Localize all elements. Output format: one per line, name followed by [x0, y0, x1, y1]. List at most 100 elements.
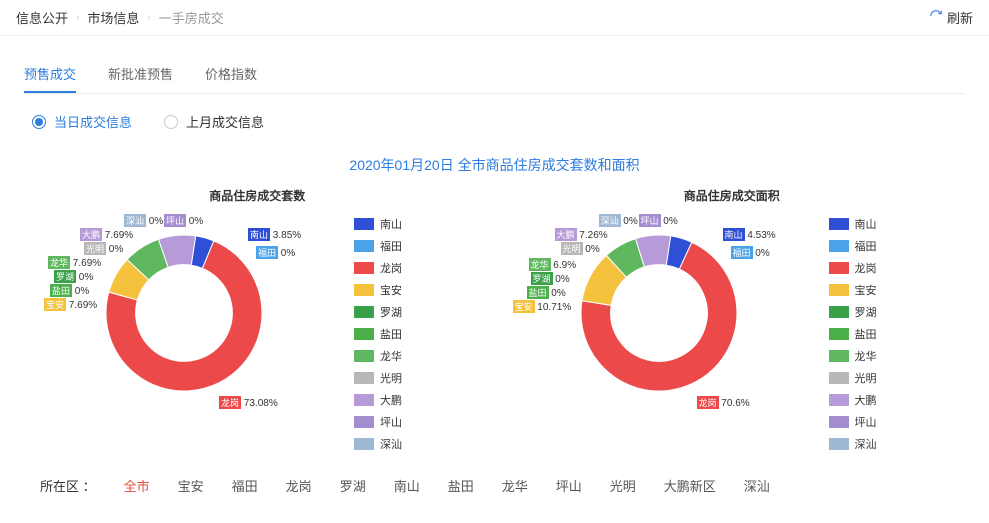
legend-item[interactable]: 福田 — [354, 238, 402, 254]
legend-swatch — [354, 306, 374, 318]
district-option[interactable]: 大鹏新区 — [664, 476, 716, 495]
legend-label: 大鹏 — [855, 392, 877, 408]
legend-item[interactable]: 南山 — [829, 216, 877, 232]
district-option[interactable]: 全市 — [124, 476, 150, 495]
legend-swatch — [354, 284, 374, 296]
breadcrumb-item-1[interactable]: 市场信息 — [87, 8, 139, 27]
slice-label: 罗湖 0% — [54, 270, 93, 283]
legend-item[interactable]: 福田 — [829, 238, 877, 254]
slice-label: 龙华 6.9% — [529, 258, 577, 271]
legend-swatch — [829, 438, 849, 450]
legend-swatch — [829, 284, 849, 296]
legend-label: 龙岗 — [855, 260, 877, 276]
legend-swatch — [829, 350, 849, 362]
legend-label: 宝安 — [380, 282, 402, 298]
district-option[interactable]: 罗湖 — [340, 476, 366, 495]
radio-group: 当日成交信息 上月成交信息 — [24, 94, 965, 149]
legend-label: 宝安 — [855, 282, 877, 298]
tab-presale[interactable]: 预售成交 — [24, 56, 76, 93]
legend-swatch — [354, 394, 374, 406]
legend-item[interactable]: 坪山 — [829, 414, 877, 430]
slice-label: 福田 0% — [256, 246, 295, 259]
legend-item[interactable]: 龙岗 — [354, 260, 402, 276]
legend-label: 罗湖 — [380, 304, 402, 320]
radio-dot-icon — [164, 115, 178, 129]
legend-swatch — [829, 218, 849, 230]
slice-label: 龙岗 73.08% — [219, 396, 278, 409]
legend-count: 南山福田龙岗宝安罗湖盐田龙华光明大鹏坪山深汕 — [354, 208, 402, 452]
legend-label: 光明 — [855, 370, 877, 386]
legend-swatch — [829, 328, 849, 340]
legend-item[interactable]: 盐田 — [829, 326, 877, 342]
district-option[interactable]: 龙岗 — [286, 476, 312, 495]
district-option[interactable]: 坪山 — [556, 476, 582, 495]
slice-label: 南山 3.85% — [248, 228, 301, 241]
legend-item[interactable]: 坪山 — [354, 414, 402, 430]
district-option[interactable]: 盐田 — [448, 476, 474, 495]
breadcrumb-item-0[interactable]: 信息公开 — [16, 8, 68, 27]
legend-item[interactable]: 龙华 — [354, 348, 402, 364]
tab-approved[interactable]: 新批准预售 — [108, 56, 173, 93]
legend-item[interactable]: 宝安 — [354, 282, 402, 298]
chart-subtitle-area: 商品住房成交面积 — [499, 187, 966, 204]
chart-panel-area: 商品住房成交面积 南山 4.53%福田 0%龙岗 70.6%宝安 10.71%盐… — [499, 187, 966, 452]
slice-label: 深汕 0% — [599, 214, 638, 227]
chart-main-title: 2020年01月20日 全市商品住房成交套数和面积 — [24, 155, 965, 175]
radio-lastmonth-label: 上月成交信息 — [186, 112, 264, 131]
slice-label: 福田 0% — [731, 246, 770, 259]
legend-swatch — [829, 394, 849, 406]
legend-swatch — [829, 240, 849, 252]
legend-area: 南山福田龙岗宝安罗湖盐田龙华光明大鹏坪山深汕 — [829, 208, 877, 452]
legend-item[interactable]: 罗湖 — [829, 304, 877, 320]
legend-item[interactable]: 盐田 — [354, 326, 402, 342]
district-option[interactable]: 龙华 — [502, 476, 528, 495]
radio-today-label: 当日成交信息 — [54, 112, 132, 131]
radio-today[interactable]: 当日成交信息 — [32, 112, 132, 131]
donut-chart-count: 南山 3.85% 福田 0% 龙岗 73.08% 宝安 7.69%盐田 0%罗湖 0%… — [24, 208, 354, 418]
slice-label: 盐田 0% — [50, 284, 89, 297]
legend-label: 龙岗 — [380, 260, 402, 276]
district-option[interactable]: 宝安 — [178, 476, 204, 495]
district-filter-label: 所在区 ： — [40, 476, 96, 495]
slice-label: 龙华 7.69% — [48, 256, 101, 269]
slice-label: 宝安 7.69% — [44, 298, 97, 311]
tab-price-index[interactable]: 价格指数 — [205, 56, 257, 93]
legend-label: 盐田 — [380, 326, 402, 342]
legend-label: 福田 — [380, 238, 402, 254]
slice-label: 龙岗 70.6% — [697, 396, 750, 409]
legend-item[interactable]: 大鹏 — [354, 392, 402, 408]
chart-panel-count: 商品住房成交套数 南山 3.85%福田 0%龙岗 73.08%宝安 7.69%盐… — [24, 187, 491, 452]
district-option[interactable]: 深汕 — [744, 476, 770, 495]
slice-label: 光明 0% — [84, 242, 123, 255]
breadcrumb-item-2: 一手房成交 — [159, 8, 224, 27]
legend-label: 大鹏 — [380, 392, 402, 408]
legend-item[interactable]: 大鹏 — [829, 392, 877, 408]
legend-item[interactable]: 宝安 — [829, 282, 877, 298]
slice-label: 坪山 0% — [164, 214, 203, 227]
district-option[interactable]: 南山 — [394, 476, 420, 495]
legend-item[interactable]: 深汕 — [354, 436, 402, 452]
legend-swatch — [354, 372, 374, 384]
legend-item[interactable]: 光明 — [829, 370, 877, 386]
district-option[interactable]: 福田 — [232, 476, 258, 495]
legend-swatch — [829, 372, 849, 384]
refresh-button[interactable]: 刷新 — [929, 8, 973, 27]
legend-swatch — [354, 350, 374, 362]
legend-item[interactable]: 罗湖 — [354, 304, 402, 320]
legend-label: 深汕 — [380, 436, 402, 452]
breadcrumb-sep: › — [147, 12, 150, 23]
breadcrumb: 信息公开 › 市场信息 › 一手房成交 刷新 — [0, 0, 989, 36]
district-option[interactable]: 光明 — [610, 476, 636, 495]
breadcrumb-sep: › — [76, 12, 79, 23]
legend-item[interactable]: 龙岗 — [829, 260, 877, 276]
tabs: 预售成交 新批准预售 价格指数 — [24, 56, 965, 94]
legend-item[interactable]: 深汕 — [829, 436, 877, 452]
legend-swatch — [829, 262, 849, 274]
radio-lastmonth[interactable]: 上月成交信息 — [164, 112, 264, 131]
legend-item[interactable]: 光明 — [354, 370, 402, 386]
radio-dot-icon — [32, 115, 46, 129]
legend-item[interactable]: 龙华 — [829, 348, 877, 364]
slice-label: 南山 4.53% — [723, 228, 776, 241]
legend-swatch — [829, 306, 849, 318]
legend-item[interactable]: 南山 — [354, 216, 402, 232]
